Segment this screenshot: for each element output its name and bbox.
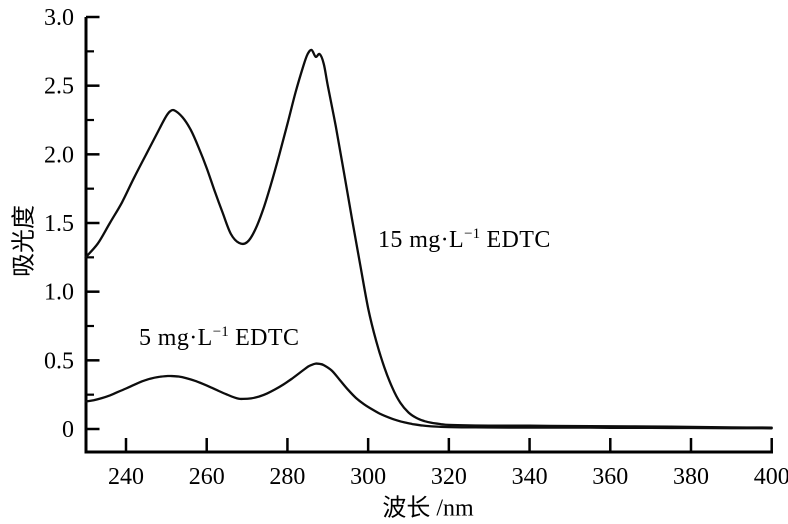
x-tick-label: 260 [189,464,225,490]
series-label-5mg: 5 mg·L−1 EDTC [139,324,299,352]
y-tick-label: 0.5 [44,348,74,374]
series-label-15mg-suffix: EDTC [480,227,551,253]
x-tick-label: 360 [592,464,628,490]
series-label-15mg-superscript: −1 [464,226,481,242]
x-tick-label: 380 [673,464,709,490]
x-axis-title: 波长 /nm [382,495,474,522]
series-label-15mg: 15 mg·L−1 EDTC [378,226,551,254]
y-axis-title: 吸光度 [11,205,38,277]
y-tick-label: 3.0 [44,5,74,31]
x-tick-label: 300 [350,464,386,490]
x-tick-label: 240 [108,464,144,490]
x-tick-label: 340 [512,464,548,490]
y-tick-label: 1.5 [44,211,74,237]
x-tick-label: 400 [754,464,788,490]
x-tick-label: 320 [431,464,467,490]
y-tick-label: 2.0 [44,142,74,168]
series-label-5mg-superscript: −1 [212,324,229,340]
y-tick-label: 1.0 [44,280,74,306]
curve-5mg-edtc [84,362,773,430]
y-tick-label: 2.5 [44,74,74,100]
series-label-15mg-prefix: 15 mg·L [378,227,465,253]
axis-spines [84,17,773,454]
y-tick-label: 0 [62,417,74,443]
series-label-5mg-prefix: 5 mg·L [139,325,213,351]
series-label-5mg-suffix: EDTC [228,325,300,351]
x-tick-label: 280 [269,464,305,490]
curve-15mg-edtc [84,48,773,429]
